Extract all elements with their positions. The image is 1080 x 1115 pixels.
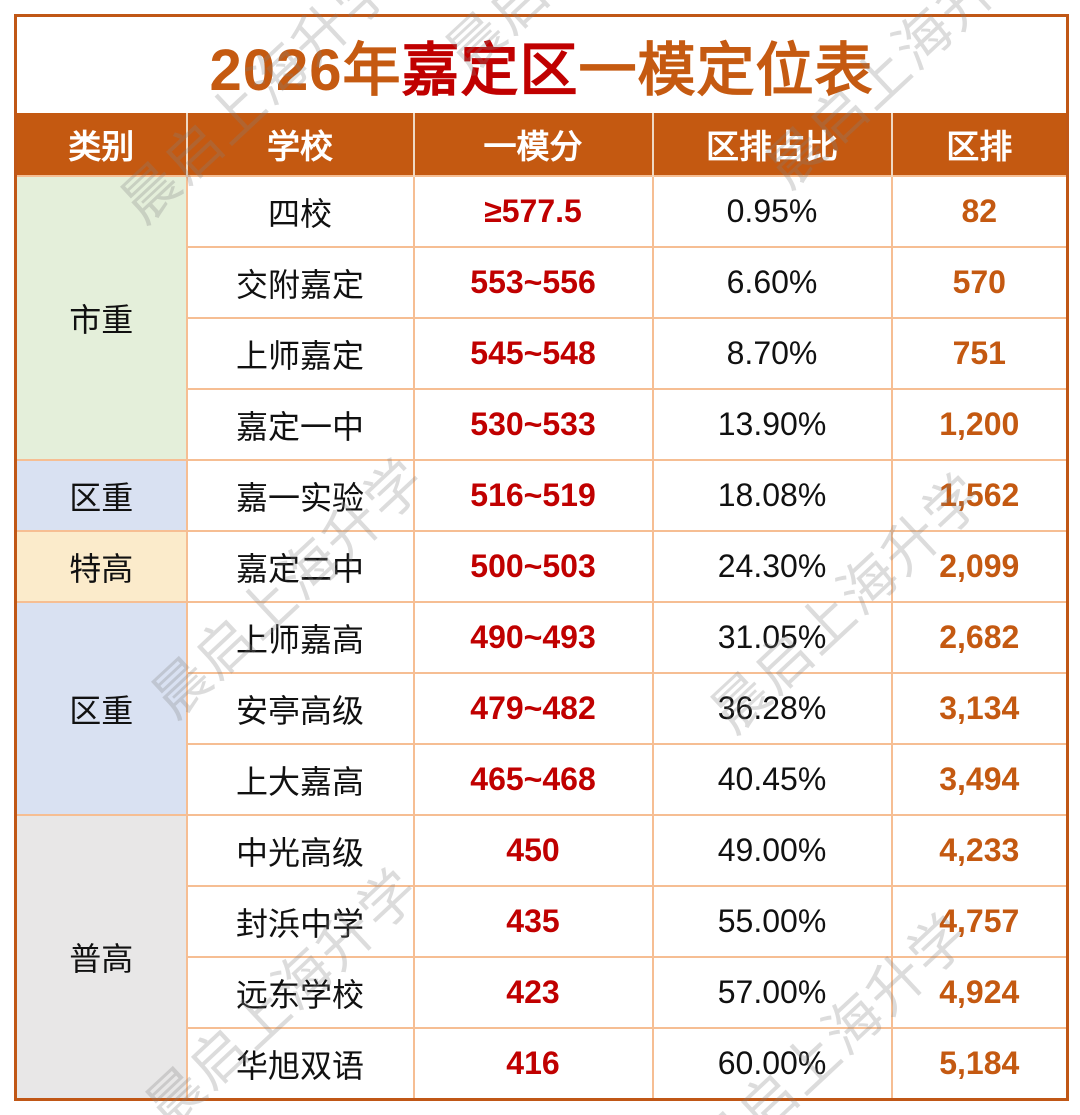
title-year: 2026年	[209, 38, 402, 103]
percent-cell: 8.70%	[651, 317, 893, 390]
school-cell: 上师嘉定	[185, 317, 415, 390]
table-row: 区重 嘉一实验 516~519 18.08% 1,562	[14, 459, 1069, 532]
rank-cell: 3,494	[890, 743, 1069, 816]
score-cell: 450	[412, 814, 654, 887]
score-cell: 416	[412, 1027, 654, 1101]
school-cell: 交附嘉定	[185, 246, 415, 319]
category-cell: 区重	[14, 459, 188, 532]
score-cell: 553~556	[412, 246, 654, 319]
table-row: 市重 四校 ≥577.5 0.95% 82	[14, 175, 1069, 461]
table-row: 封浜中学 435 55.00% 4,757	[16, 885, 1069, 958]
score-cell: 423	[412, 956, 654, 1029]
rank-cell: 4,233	[890, 814, 1069, 887]
column-header-1: 学校	[185, 113, 414, 176]
score-cell: 490~493	[412, 601, 654, 674]
percent-cell: 6.60%	[651, 246, 893, 319]
column-header-4: 区排	[890, 113, 1068, 176]
rank-cell: 2,682	[890, 601, 1069, 674]
header-row: 类别 学校 一模分 区排占比 区排	[15, 113, 1068, 176]
school-cell: 华旭双语	[185, 1027, 415, 1101]
percent-cell: 60.00%	[651, 1027, 893, 1101]
table-row: 上师嘉定 545~548 8.70% 751	[16, 317, 1069, 390]
page-title: 2026年嘉定区一模定位表	[15, 15, 1068, 113]
column-header-0: 类别	[15, 113, 187, 176]
percent-cell: 36.28%	[651, 672, 893, 745]
score-cell: 545~548	[412, 317, 654, 390]
percent-cell: 57.00%	[651, 956, 893, 1029]
rank-cell: 4,757	[890, 885, 1069, 958]
percent-cell: 40.45%	[651, 743, 893, 816]
rank-cell: 1,200	[890, 388, 1069, 461]
percent-cell: 18.08%	[651, 459, 893, 532]
rank-cell: 3,134	[890, 672, 1069, 745]
school-cell: 封浜中学	[185, 885, 415, 958]
school-cell: 远东学校	[185, 956, 415, 1029]
rank-cell: 570	[890, 246, 1069, 319]
score-cell: 465~468	[412, 743, 654, 816]
percent-cell: 31.05%	[651, 601, 893, 674]
score-cell: 516~519	[412, 459, 654, 532]
rank-cell: 751	[890, 317, 1069, 390]
rank-cell: 5,184	[890, 1027, 1069, 1101]
score-cell: 479~482	[412, 672, 654, 745]
title-row: 2026年嘉定区一模定位表	[15, 15, 1068, 113]
category-cell: 区重	[14, 601, 188, 816]
percent-cell: 49.00%	[651, 814, 893, 887]
score-cell: ≥577.5	[412, 175, 654, 248]
school-cell: 嘉定一中	[185, 388, 415, 461]
score-cell: 530~533	[412, 388, 654, 461]
title-district: 嘉定区	[401, 38, 579, 103]
table-row: 华旭双语 416 60.00% 5,184	[16, 1027, 1069, 1101]
school-cell: 上大嘉高	[185, 743, 415, 816]
school-cell: 上师嘉高	[185, 601, 415, 674]
score-cell: 500~503	[412, 530, 654, 603]
school-cell: 安亭高级	[185, 672, 415, 745]
category-cell: 特高	[14, 530, 188, 603]
rank-cell: 1,562	[890, 459, 1069, 532]
positioning-table: 2026年嘉定区一模定位表 类别 学校 一模分 区排占比 区排 市重 四校 ≥577.5 0.…	[14, 14, 1070, 1101]
table-row: 安亭高级 479~482 36.28% 3,134	[16, 672, 1069, 745]
school-cell: 嘉一实验	[185, 459, 415, 532]
percent-cell: 13.90%	[651, 388, 893, 461]
table-row: 特高 嘉定二中 500~503 24.30% 2,099	[14, 530, 1069, 603]
percent-cell: 0.95%	[651, 175, 893, 248]
percent-cell: 55.00%	[651, 885, 893, 958]
rank-cell: 4,924	[890, 956, 1069, 1029]
table-row: 交附嘉定 553~556 6.60% 570	[16, 246, 1069, 319]
table-row: 普高 中光高级 450 49.00% 4,233	[14, 814, 1069, 1101]
school-cell: 中光高级	[185, 814, 415, 887]
table-row: 嘉定一中 530~533 13.90% 1,200	[16, 388, 1069, 461]
rank-cell: 2,099	[890, 530, 1069, 603]
school-cell: 嘉定二中	[185, 530, 415, 603]
column-header-3: 区排占比	[651, 113, 892, 176]
column-header-2: 一模分	[412, 113, 653, 176]
table-row: 区重 上师嘉高 490~493 31.05% 2,682	[14, 601, 1069, 816]
table-row: 远东学校 423 57.00% 4,924	[16, 956, 1069, 1029]
title-suffix: 一模定位表	[578, 38, 874, 103]
rank-cell: 82	[890, 175, 1069, 248]
school-cell: 四校	[185, 175, 415, 248]
table-row: 上大嘉高 465~468 40.45% 3,494	[16, 743, 1069, 816]
category-cell: 市重	[14, 175, 188, 461]
score-cell: 435	[412, 885, 654, 958]
percent-cell: 24.30%	[651, 530, 893, 603]
category-cell: 普高	[14, 814, 188, 1101]
